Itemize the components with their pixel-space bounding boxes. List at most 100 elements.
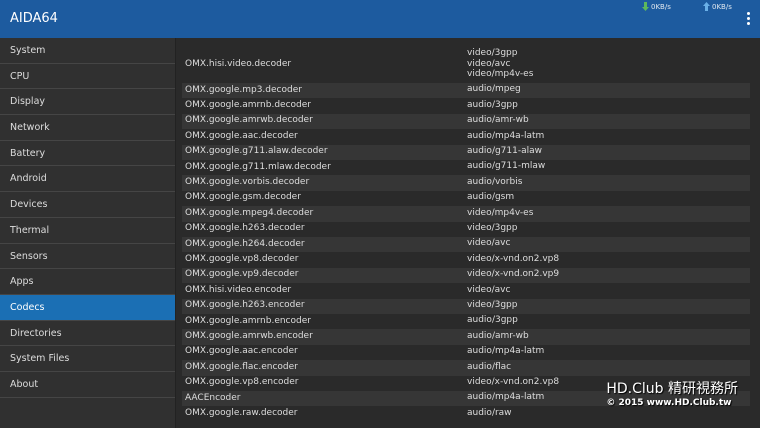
codec-type: video/mp4v-es bbox=[467, 207, 534, 218]
codec-name: OMX.google.gsm.decoder bbox=[185, 192, 301, 203]
codec-name: OMX.google.aac.decoder bbox=[185, 130, 298, 141]
download-indicator: 0KB/s bbox=[642, 2, 671, 11]
codec-name: OMX.google.aac.encoder bbox=[185, 346, 298, 357]
codec-row: OMX.google.gsm.decoder audio/gsm bbox=[182, 191, 750, 206]
codec-type: audio/g711-alaw bbox=[467, 146, 543, 157]
upload-icon bbox=[703, 2, 710, 11]
codec-row: OMX.google.aac.encoder audio/mp4a-latm bbox=[182, 345, 750, 360]
codec-type: video/avc bbox=[467, 58, 511, 69]
codec-type: audio/3gpp bbox=[467, 315, 518, 326]
app-bar: AIDA64 0KB/s 0KB/s bbox=[0, 0, 760, 38]
sidebar-item[interactable]: Battery bbox=[0, 141, 175, 167]
download-rate: 0KB/s bbox=[651, 2, 671, 11]
codec-row: OMX.google.vp9.decoder video/x-vnd.on2.vp… bbox=[182, 267, 750, 284]
codec-name: OMX.google.mp3.decoder bbox=[185, 84, 302, 95]
codec-type: video/avc bbox=[467, 238, 511, 249]
codec-type: video/x-vnd.on2.vp8 bbox=[467, 377, 560, 388]
codec-name: OMX.google.h263.decoder bbox=[185, 223, 305, 234]
codec-name: OMX.hisi.video.decoder bbox=[185, 59, 292, 69]
upload-rate: 0KB/s bbox=[712, 2, 732, 11]
codec-name: OMX.google.mpeg4.decoder bbox=[185, 207, 314, 218]
sidebar-item[interactable]: Devices bbox=[0, 192, 175, 218]
codec-name: OMX.google.vp8.encoder bbox=[185, 377, 299, 388]
sidebar-item[interactable]: Sensors bbox=[0, 244, 175, 270]
codec-name: OMX.google.h263.encoder bbox=[185, 300, 305, 311]
upload-indicator: 0KB/s bbox=[703, 2, 732, 11]
codec-name: AACEncoder bbox=[185, 392, 241, 403]
codec-row: OMX.google.aac.decoder audio/mp4a-latm bbox=[182, 129, 750, 144]
codec-name: OMX.google.amrwb.encoder bbox=[185, 331, 313, 342]
codec-type: audio/amr-wb bbox=[467, 330, 529, 341]
codec-name: OMX.hisi.video.encoder bbox=[185, 284, 292, 295]
sidebar-item[interactable]: System Files bbox=[0, 346, 175, 372]
codec-row: OMX.google.vorbis.decoder audio/vorbis bbox=[182, 175, 750, 191]
app-title: AIDA64 bbox=[10, 11, 58, 26]
codec-name: OMX.google.amrnb.decoder bbox=[185, 100, 311, 111]
sidebar: System CPU Display Network Battery Android Dev… bbox=[0, 38, 176, 428]
sidebar-item[interactable]: About bbox=[0, 372, 175, 398]
codec-type: video/mp4v-es bbox=[467, 69, 534, 80]
codec-list: OMX.hisi.video.decoder video/3gpp video/av… bbox=[176, 38, 760, 428]
codec-name: OMX.google.amrwb.decoder bbox=[185, 115, 313, 126]
codec-row: OMX.google.h264.decoder video/avc bbox=[182, 237, 750, 253]
codec-type: video/3gpp bbox=[467, 223, 518, 234]
codec-type: video/x-vnd.on2.vp9 bbox=[467, 269, 560, 280]
sidebar-item[interactable]: Thermal bbox=[0, 218, 175, 244]
codec-name: OMX.google.h264.decoder bbox=[185, 238, 305, 249]
codec-type: audio/raw bbox=[467, 407, 512, 418]
codec-row: OMX.google.flac.encoder audio/flac bbox=[182, 360, 750, 376]
codec-row: AACEncoder audio/mp4a-latm bbox=[182, 391, 750, 407]
codec-row: OMX.google.g711.mlaw.decoder audio/g711-m… bbox=[182, 160, 750, 175]
codec-type: audio/gsm bbox=[467, 192, 515, 203]
codec-type: video/avc bbox=[467, 284, 511, 295]
codec-row: OMX.google.vp8.encoder video/x-vnd.on2.vp… bbox=[182, 376, 750, 391]
codec-row: OMX.google.mpeg4.decoder video/mp4v-es bbox=[182, 206, 750, 222]
sidebar-item[interactable]: System bbox=[0, 38, 175, 64]
codec-name: OMX.google.g711.alaw.decoder bbox=[185, 146, 328, 157]
codec-type: video/x-vnd.on2.vp8 bbox=[467, 253, 560, 264]
codec-name: OMX.google.vorbis.decoder bbox=[185, 177, 310, 188]
codec-name: OMX.google.amrnb.encoder bbox=[185, 315, 311, 326]
sidebar-item[interactable]: Codecs bbox=[0, 294, 175, 321]
download-icon bbox=[642, 2, 649, 11]
codec-type: audio/mp4a-latm bbox=[467, 130, 545, 141]
codec-row: OMX.google.amrwb.decoder audio/amr-wb bbox=[182, 113, 750, 130]
codec-row: OMX.hisi.video.encoder video/avc bbox=[182, 283, 750, 298]
sidebar-item[interactable]: Apps bbox=[0, 269, 175, 295]
codec-row: OMX.hisi.video.decoder video/3gpp video/av… bbox=[182, 47, 750, 83]
codec-type: video/3gpp bbox=[467, 300, 518, 311]
sidebar-item[interactable]: CPU bbox=[0, 64, 175, 90]
codec-row: OMX.google.h263.encoder video/3gpp bbox=[182, 298, 750, 314]
codec-name: OMX.google.vp9.decoder bbox=[185, 269, 299, 280]
codec-type: audio/mpeg bbox=[467, 84, 521, 95]
codec-row: OMX.google.h263.decoder video/3gpp bbox=[182, 222, 750, 237]
codec-type: audio/vorbis bbox=[467, 176, 523, 187]
codec-row: OMX.google.amrwb.encoder audio/amr-wb bbox=[182, 329, 750, 345]
codec-type: audio/mp4a-latm bbox=[467, 346, 545, 357]
codec-row: OMX.google.g711.alaw.decoder audio/g711-a… bbox=[182, 144, 750, 160]
watermark: HD.Club 精研視務所 © 2015 www.HD.Club.tw bbox=[606, 378, 738, 408]
codec-type: audio/3gpp bbox=[467, 99, 518, 110]
codec-type: audio/flac bbox=[467, 361, 512, 372]
sidebar-item[interactable]: Network bbox=[0, 115, 175, 141]
watermark-line: © 2015 www.HD.Club.tw bbox=[606, 398, 732, 408]
codec-row: OMX.google.amrnb.encoder audio/3gpp bbox=[182, 314, 750, 329]
codec-row: OMX.google.amrnb.decoder audio/3gpp bbox=[182, 98, 750, 113]
codec-name: OMX.google.raw.decoder bbox=[185, 408, 298, 419]
watermark-line: HD.Club 精研視務所 bbox=[606, 381, 738, 397]
codec-row: OMX.google.raw.decoder audio/raw bbox=[182, 406, 750, 421]
codec-row: OMX.google.mp3.decoder audio/mpeg bbox=[182, 83, 750, 99]
codec-name: OMX.google.g711.mlaw.decoder bbox=[185, 161, 331, 172]
codec-type: audio/amr-wb bbox=[467, 115, 529, 126]
sidebar-item[interactable]: Directories bbox=[0, 321, 175, 347]
sidebar-item[interactable]: Android bbox=[0, 166, 175, 193]
codec-row: OMX.google.vp8.decoder video/x-vnd.on2.vp… bbox=[182, 252, 750, 267]
codec-type: video/3gpp bbox=[467, 48, 518, 59]
codec-name: OMX.google.flac.encoder bbox=[185, 361, 298, 372]
codec-type: audio/g711-mlaw bbox=[467, 161, 546, 172]
codec-name: OMX.google.vp8.decoder bbox=[185, 254, 299, 265]
codec-type: audio/mp4a-latm bbox=[467, 392, 545, 403]
overflow-menu[interactable] bbox=[747, 12, 750, 27]
sidebar-item[interactable]: Display bbox=[0, 89, 175, 116]
